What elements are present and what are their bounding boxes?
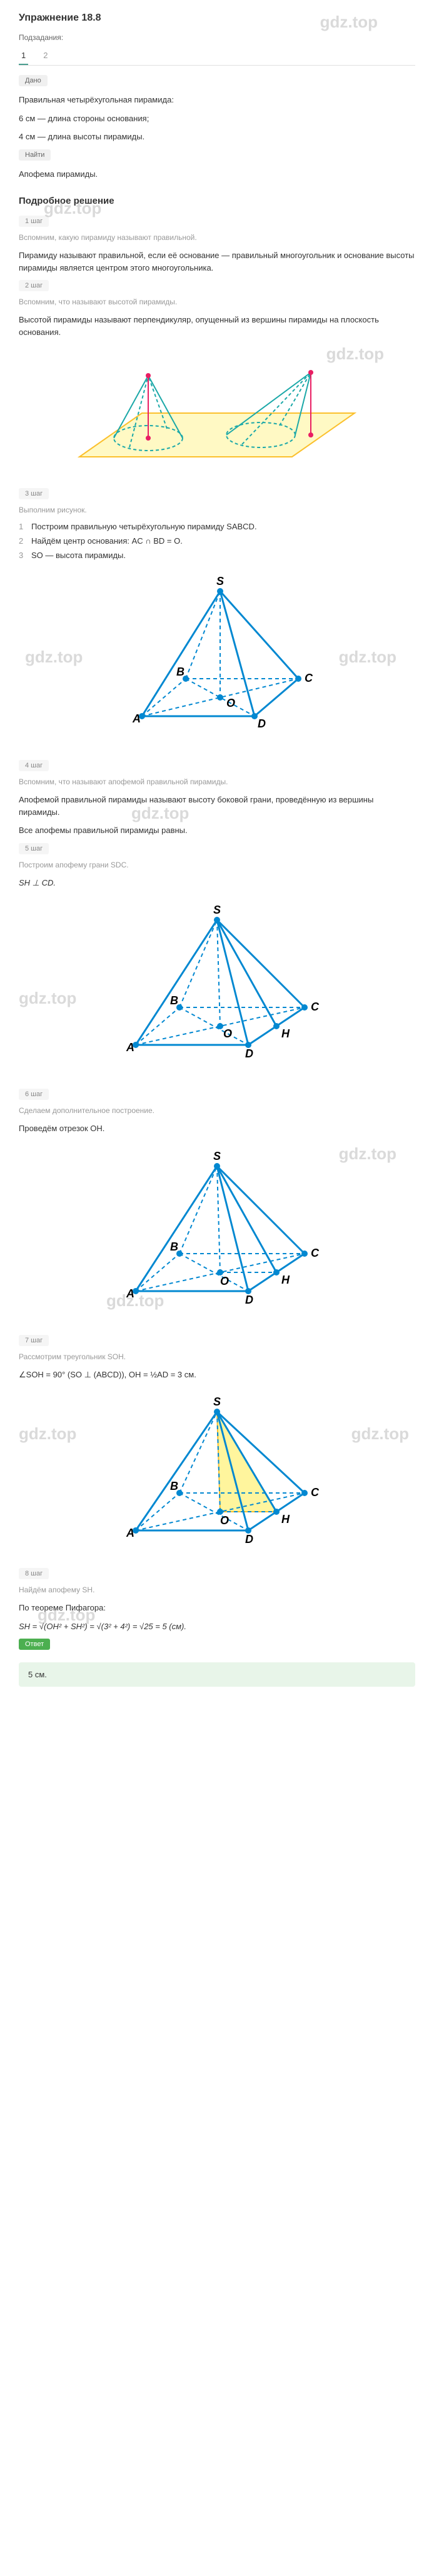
svg-text:B: B xyxy=(170,1241,178,1253)
step-text: Проведём отрезок OH. xyxy=(19,1122,415,1135)
svg-text:B: B xyxy=(170,1480,178,1492)
subtasks-label: Подзадания: xyxy=(19,33,415,42)
step-tag: 6 шаг xyxy=(19,1089,49,1100)
svg-text:C: C xyxy=(305,672,313,684)
exercise-title: Упражнение 18.8 xyxy=(19,12,415,24)
solution-title: Подробное решение xyxy=(19,196,415,206)
answer-box: 5 см. xyxy=(19,1662,415,1687)
watermark: gdz.top xyxy=(19,989,76,1008)
step-text: SH ⊥ CD. xyxy=(19,877,415,889)
svg-text:S: S xyxy=(216,575,224,587)
figure-pyramid-apothem: gdz.top S A B C D O xyxy=(19,901,415,1076)
step-gray: Рассмотрим треугольник SOH. xyxy=(19,1352,415,1361)
step-gray: Вспомним, какую пирамиду называют правил… xyxy=(19,233,415,242)
answer-tag: Ответ xyxy=(19,1639,50,1650)
list-item: 3SO — высота пирамиды. xyxy=(19,551,415,560)
step-text: По теореме Пифагора: xyxy=(19,1602,415,1614)
step-formula: SH = √(OH² + SH²) = √(3² + 4²) = √25 = 5… xyxy=(19,1620,415,1633)
svg-text:D: D xyxy=(245,1533,253,1545)
given-line: 4 см — длина высоты пирамиды. xyxy=(19,131,415,143)
step-text: Пирамиду называют правильной, если её ос… xyxy=(19,249,415,274)
step-gray: Найдём апофему SH. xyxy=(19,1585,415,1594)
watermark: gdz.top xyxy=(25,647,83,667)
step-gray: Вспомним, что называют высотой пирамиды. xyxy=(19,297,415,306)
svg-text:S: S xyxy=(213,904,221,916)
find-text: Апофема пирамиды. xyxy=(19,168,415,181)
svg-text:D: D xyxy=(258,717,266,730)
svg-text:S: S xyxy=(213,1395,221,1408)
svg-text:H: H xyxy=(281,1027,290,1040)
given-tag: Дано xyxy=(19,75,48,86)
step-tag: 7 шаг xyxy=(19,1335,49,1346)
step-gray: Сделаем дополнительное построение. xyxy=(19,1106,415,1115)
step-tag: 5 шаг xyxy=(19,843,49,854)
svg-text:C: C xyxy=(311,1001,320,1013)
figure-pyramid-oh: gdz.top gdz.top S A B xyxy=(19,1147,415,1322)
list-item: 2Найдём центр основания: AC ∩ BD = O. xyxy=(19,536,415,546)
step-tag: 2 шаг xyxy=(19,280,49,291)
svg-text:C: C xyxy=(311,1486,320,1499)
svg-text:H: H xyxy=(281,1274,290,1286)
watermark: gdz.top xyxy=(19,1424,76,1444)
given-line: 6 см — длина стороны основания; xyxy=(19,112,415,125)
step-tag: 8 шаг xyxy=(19,1568,49,1579)
svg-text:A: A xyxy=(132,712,141,725)
svg-text:O: O xyxy=(220,1514,229,1527)
svg-text:D: D xyxy=(245,1294,253,1306)
step-gray: Вспомним, что называют апофемой правильн… xyxy=(19,777,415,786)
tab-1[interactable]: 1 xyxy=(19,47,28,65)
step-tag: 4 шаг xyxy=(19,760,49,771)
svg-text:D: D xyxy=(245,1047,253,1060)
svg-text:A: A xyxy=(126,1527,134,1539)
watermark: gdz.top xyxy=(339,1144,396,1164)
svg-text:O: O xyxy=(220,1275,229,1287)
step-tag: 3 шаг xyxy=(19,488,49,499)
svg-text:O: O xyxy=(223,1027,232,1040)
step-gray: Построим апофему грани SDC. xyxy=(19,861,415,869)
svg-text:A: A xyxy=(126,1287,134,1300)
list-item: 1Построим правильную четырёхугольную пир… xyxy=(19,522,415,531)
tab-2[interactable]: 2 xyxy=(41,47,50,65)
watermark: gdz.top xyxy=(339,647,396,667)
figure-pyramid-sabcd: gdz.top gdz.top S xyxy=(19,572,415,747)
step-tag: 1 шаг xyxy=(19,216,49,227)
step-text: Все апофемы правильной пирамиды равны. xyxy=(19,824,415,837)
svg-text:S: S xyxy=(213,1150,221,1162)
step-text: Апофемой правильной пирамиды называют вы… xyxy=(19,794,415,818)
svg-text:H: H xyxy=(281,1513,290,1525)
svg-text:B: B xyxy=(170,994,178,1007)
step-gray: Выполним рисунок. xyxy=(19,506,415,514)
watermark: gdz.top xyxy=(351,1424,409,1444)
step-text: ∠SOH = 90° (SO ⊥ (ABCD)), OH = ½AD = 3 с… xyxy=(19,1369,415,1381)
svg-text:B: B xyxy=(176,666,184,678)
given-line: Правильная четырёхугольная пирамида: xyxy=(19,94,415,106)
svg-text:C: C xyxy=(311,1247,320,1259)
figure-pyramid-triangle: gdz.top gdz.top S A xyxy=(19,1393,415,1555)
figure-two-pyramids: gdz.top xyxy=(19,351,415,476)
tabs: 1 2 xyxy=(19,47,415,66)
step-text: Высотой пирамиды называют перпендикуляр,… xyxy=(19,314,415,338)
find-tag: Найти xyxy=(19,149,51,161)
svg-text:A: A xyxy=(126,1041,134,1054)
svg-text:O: O xyxy=(226,697,235,709)
